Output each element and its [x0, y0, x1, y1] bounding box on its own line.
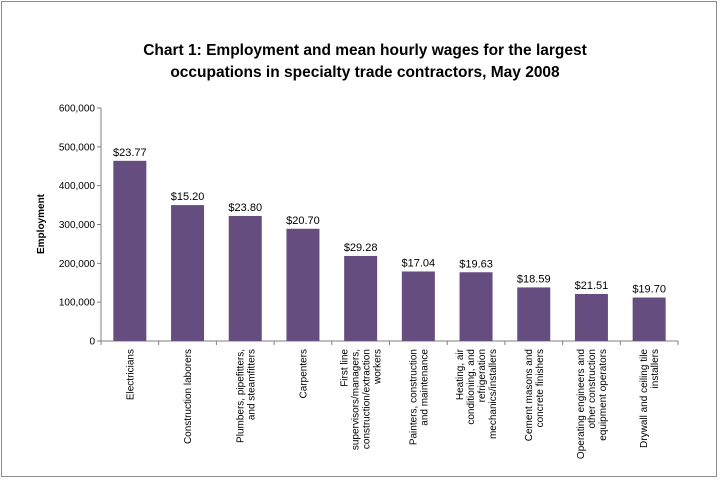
category-label: Carpenters: [298, 349, 309, 398]
category-label-line: Construction laborers: [183, 349, 194, 444]
category-label-line: mechanics/installers: [488, 349, 499, 439]
bar: [574, 294, 608, 341]
data-label: $23.77: [113, 147, 147, 159]
y-tick-label: 600,000: [59, 104, 96, 115]
category-label-line: installers: [650, 349, 661, 388]
category-label-line: supervisors/managers,: [351, 349, 362, 450]
category-label-line: construction/extraction: [362, 349, 373, 449]
chart-title: Chart 1: Employment and mean hourly wage…: [60, 40, 670, 84]
category-label-line: workers: [373, 349, 384, 385]
bar: [517, 287, 551, 341]
y-tick-label: 300,000: [59, 220, 96, 231]
category-label-line: equipment operators: [598, 349, 609, 441]
category-labels: Electricians Construction laborers Plumber…: [125, 348, 661, 459]
bar: [228, 215, 262, 341]
category-label-line: Carpenters: [298, 349, 309, 398]
bar: [171, 205, 205, 341]
category-label-line: Electricians: [125, 349, 136, 400]
bars: [113, 160, 666, 341]
category-label-line: Cement masons and: [524, 349, 535, 441]
category-label: Operating engineers and other constructio…: [576, 349, 609, 459]
data-label: $17.04: [402, 257, 436, 269]
category-label: Plumbers, pipefitters, and steamfitters: [235, 349, 257, 443]
category-label: Construction laborers: [183, 349, 194, 444]
data-label: $18.59: [517, 273, 551, 285]
category-label-line: and steamfitters: [246, 349, 257, 420]
y-tick-label: 100,000: [59, 298, 96, 309]
y-axis-label: Employment: [36, 193, 47, 254]
category-label: Drywall and ceiling tile installers: [639, 349, 661, 448]
data-labels: $23.77 $15.20 $23.80 $20.70 $29.28 $17.04 $19.…: [113, 147, 666, 296]
category-label: Electricians: [125, 349, 136, 400]
data-label: $15.20: [171, 191, 205, 203]
category-label: Cement masons and concrete finishers: [524, 349, 546, 441]
category-label-line: refrigeration: [477, 349, 488, 402]
data-label: $23.80: [228, 202, 262, 214]
category-label-line: Operating engineers and: [576, 349, 587, 459]
category-label: Heating, air conditioning, and refrigerati…: [455, 348, 499, 439]
category-label-line: concrete finishers: [535, 349, 546, 427]
category-label: First line supervisors/managers, construct…: [340, 349, 384, 451]
bar: [286, 228, 320, 341]
chart-title-line-2: occupations in specialty trade contracto…: [170, 64, 560, 81]
category-label-line: Painters, construction: [408, 349, 419, 445]
bar: [113, 160, 147, 341]
bar: [344, 255, 378, 341]
data-label: $29.28: [344, 242, 378, 254]
data-label: $19.63: [459, 258, 493, 270]
y-tick-label: 400,000: [59, 181, 96, 192]
data-label: $19.70: [632, 284, 666, 296]
category-label-line: First line: [340, 349, 351, 387]
bar: [459, 272, 493, 341]
bar: [632, 297, 666, 341]
y-tick-label: 0: [89, 337, 95, 348]
category-label-line: and maintenance: [419, 349, 430, 426]
bar: [401, 271, 435, 341]
y-tick-label: 500,000: [59, 142, 96, 153]
category-label-line: Plumbers, pipefitters,: [235, 349, 246, 443]
data-label: $21.51: [575, 280, 609, 292]
category-label: Painters, construction and maintenance: [408, 349, 430, 446]
category-label-line: Drywall and ceiling tile: [639, 349, 650, 448]
category-label-line: other construction: [587, 349, 598, 429]
data-label: $20.70: [286, 215, 320, 227]
y-tick-label: 200,000: [59, 259, 96, 270]
category-label-line: conditioning, and: [466, 349, 477, 425]
chart-title-line-1: Chart 1: Employment and mean hourly wage…: [143, 42, 587, 59]
category-label-line: Heating, air: [455, 348, 466, 400]
